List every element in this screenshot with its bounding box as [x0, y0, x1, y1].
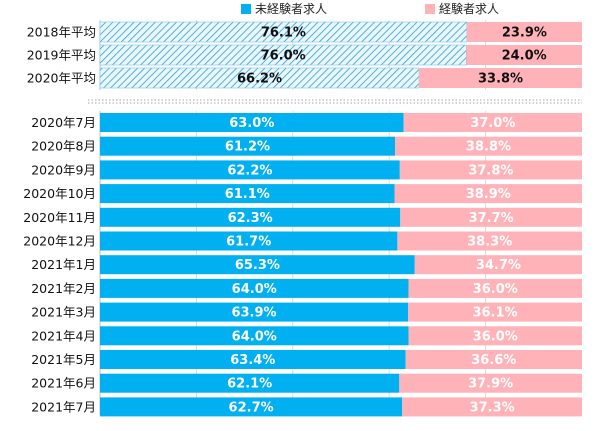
- category-label: 2020年11月: [23, 210, 96, 225]
- bar-experienced: [399, 373, 582, 393]
- category-label: 2021年1月: [31, 257, 96, 272]
- bar-inexperienced: [100, 207, 401, 227]
- value-label-experienced: 38.3%: [467, 235, 512, 250]
- value-label-inexperienced: 61.1%: [225, 187, 270, 202]
- category-label: 2021年6月: [31, 376, 96, 391]
- value-label-inexperienced: 64.0%: [232, 329, 277, 344]
- category-label: 2020年9月: [31, 162, 96, 177]
- bar-inexperienced: [100, 373, 400, 393]
- value-label-inexperienced: 61.2%: [225, 140, 270, 155]
- bar-inexperienced: [100, 326, 409, 346]
- bar-inexperienced: [100, 113, 404, 132]
- category-label: 2021年2月: [31, 281, 96, 296]
- category-label: 2020年平均: [27, 71, 96, 86]
- value-label-experienced: 37.7%: [469, 211, 514, 226]
- category-label: 2020年10月: [23, 186, 96, 201]
- value-label-inexperienced: 64.0%: [232, 282, 277, 297]
- bar-experienced: [466, 45, 582, 65]
- value-label-experienced: 36.0%: [473, 282, 518, 297]
- category-label: 2021年4月: [31, 328, 96, 343]
- category-label: 2021年5月: [31, 352, 96, 367]
- legend-swatch-experienced: [425, 4, 435, 14]
- bar-experienced: [394, 136, 582, 156]
- bar-experienced: [399, 160, 582, 180]
- category-label: 2021年3月: [31, 305, 96, 320]
- bar-experienced: [408, 278, 582, 298]
- bar-experienced: [403, 113, 582, 132]
- category-label: 2018年平均: [27, 25, 96, 40]
- value-label-inexperienced: 63.9%: [231, 306, 276, 321]
- value-label-experienced: 36.0%: [473, 329, 518, 344]
- category-label: 2021年7月: [31, 399, 96, 414]
- value-label-inexperienced: 61.7%: [226, 235, 271, 250]
- value-label-inexperienced: 76.1%: [261, 26, 306, 41]
- bar-experienced: [402, 397, 582, 417]
- value-label-experienced: 37.3%: [470, 400, 515, 415]
- bar-experienced: [419, 68, 582, 88]
- bar-inexperienced: [100, 278, 409, 298]
- bar-experienced: [408, 326, 582, 346]
- legend-label-inexperienced: 未経験者求人: [255, 1, 327, 16]
- value-label-experienced: 37.9%: [468, 377, 513, 392]
- bar-experienced: [394, 184, 582, 204]
- category-label: 2020年7月: [31, 115, 96, 130]
- bar-inexperienced: [100, 350, 406, 369]
- value-label-experienced: 38.8%: [466, 140, 511, 155]
- value-label-experienced: 37.0%: [470, 116, 515, 131]
- bar-inexperienced: [100, 302, 408, 322]
- bar-experienced: [405, 350, 582, 369]
- category-label: 2020年8月: [31, 139, 96, 154]
- bar-experienced: [397, 231, 582, 251]
- bar-experienced: [414, 255, 582, 275]
- bar-experienced: [400, 207, 582, 227]
- value-label-experienced: 36.6%: [471, 353, 516, 368]
- bar-inexperienced: [100, 231, 398, 251]
- value-label-inexperienced: 63.0%: [229, 116, 274, 131]
- value-label-inexperienced: 63.4%: [230, 353, 275, 368]
- category-label: 2019年平均: [27, 48, 96, 63]
- value-label-inexperienced: 62.1%: [227, 377, 272, 392]
- value-label-inexperienced: 62.2%: [227, 163, 272, 178]
- category-label: 2020年12月: [23, 234, 96, 249]
- bar-inexperienced: [100, 160, 400, 180]
- bar-experienced: [407, 302, 582, 322]
- value-label-inexperienced: 65.3%: [235, 258, 280, 273]
- bar-inexperienced: [100, 397, 403, 417]
- value-label-inexperienced: 66.2%: [237, 72, 282, 87]
- value-label-experienced: 38.9%: [466, 187, 511, 202]
- value-label-experienced: 24.0%: [502, 49, 547, 64]
- bar-inexperienced: [100, 184, 395, 204]
- legend-label-experienced: 経験者求人: [439, 1, 499, 16]
- value-label-experienced: 23.9%: [502, 26, 547, 41]
- bar-inexperienced: [100, 255, 415, 275]
- value-label-inexperienced: 76.0%: [261, 49, 306, 64]
- bar-experienced: [466, 22, 582, 42]
- value-label-inexperienced: 62.3%: [228, 211, 273, 226]
- value-label-experienced: 34.7%: [476, 258, 521, 273]
- value-label-inexperienced: 62.7%: [229, 400, 274, 415]
- value-label-experienced: 37.8%: [468, 163, 513, 178]
- bar-inexperienced: [100, 136, 395, 156]
- value-label-experienced: 33.8%: [478, 72, 523, 87]
- legend-swatch-inexperienced: [241, 4, 251, 14]
- value-label-experienced: 36.1%: [472, 306, 517, 321]
